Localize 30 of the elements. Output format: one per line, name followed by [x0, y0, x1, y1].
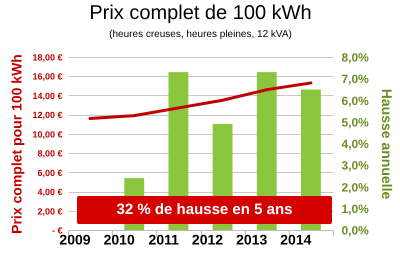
y-tick-label: 16,00 €: [32, 72, 62, 82]
x-tick-label: 2013: [236, 232, 268, 248]
y2-tick-label: 6,0%: [342, 94, 370, 108]
x-tick-label: 2010: [104, 232, 135, 248]
chart-subtitle: (heures creuses, heures pleines, 12 kVA): [109, 29, 292, 40]
y2-tick-label: 4,0%: [342, 137, 370, 151]
y-axis-title: Prix complet pour 100 kWh: [8, 54, 24, 234]
y2-tick-label: 3,0%: [342, 158, 370, 173]
y-tick-label: 8,00 €: [37, 148, 62, 159]
y-tick-label: 12,00 €: [32, 110, 62, 120]
banner: 32 % de hausse en 5 ans: [77, 196, 332, 224]
chart-title: Prix complet de 100 kWh: [89, 2, 312, 24]
y2-tick-label: 7,0%: [342, 72, 370, 86]
line-series: [88, 81, 312, 120]
y-tick-label: 4,00 €: [37, 187, 62, 198]
x-tick-label: 2011: [148, 232, 180, 248]
y-tick-label: 14,00 €: [32, 90, 62, 101]
y2-tick-label: 0,0%: [342, 224, 370, 238]
y2-tick-label: 5,0%: [342, 115, 370, 130]
y-tick-label: 18,00 €: [32, 52, 62, 62]
y-tick-label: 6,00 €: [37, 168, 62, 178]
y2-tick-label: 2,0%: [342, 180, 370, 194]
y-tick-label: - €: [52, 226, 62, 236]
y-tick-label: 10,00 €: [32, 129, 62, 140]
y-tick-label: 2,00 €: [37, 206, 62, 216]
x-tick-label: 2012: [192, 232, 224, 248]
y2-tick-label: 8,0%: [342, 50, 370, 64]
y2-axis-title: Hausse annuelle: [378, 88, 395, 200]
y2-tick-label: 1,0%: [342, 202, 370, 216]
x-tick-label: 2014: [280, 232, 312, 248]
